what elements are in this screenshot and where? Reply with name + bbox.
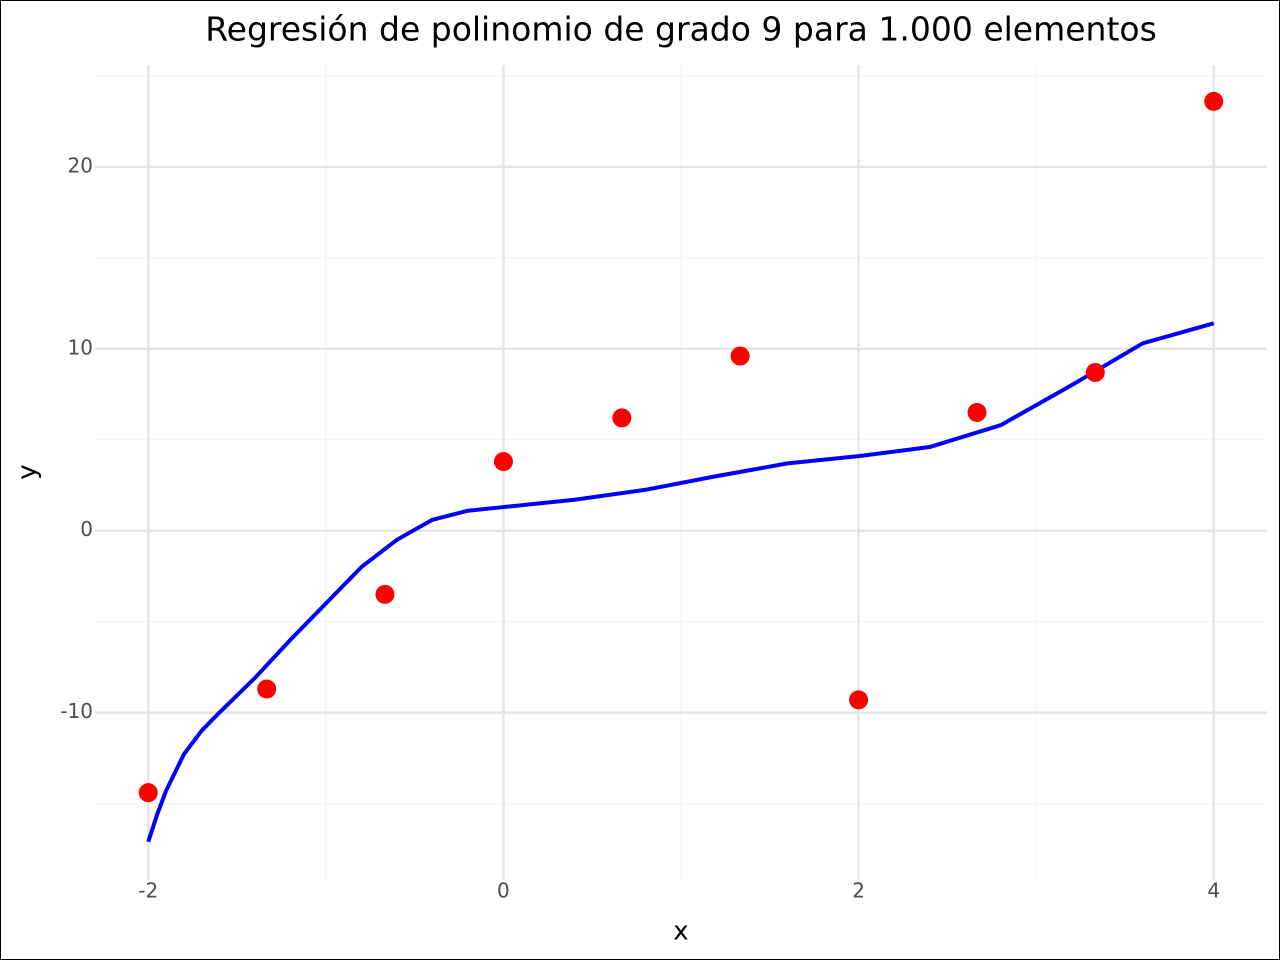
x-tick-label: 2 xyxy=(852,879,865,903)
chart-title: Regresión de polinomio de grado 9 para 1… xyxy=(205,10,1157,49)
data-point xyxy=(138,783,158,803)
x-tick-label: 4 xyxy=(1207,879,1220,903)
y-tick-label: -10 xyxy=(60,699,93,723)
data-point xyxy=(849,690,869,710)
data-point xyxy=(493,452,513,472)
data-point xyxy=(967,402,987,422)
data-point xyxy=(257,679,277,699)
x-tick-label: 0 xyxy=(497,879,510,903)
marks xyxy=(138,91,1224,843)
x-axis-label: x xyxy=(673,917,688,947)
y-axis-label: y xyxy=(13,464,43,479)
y-tick-label: 10 xyxy=(68,335,93,359)
data-point xyxy=(730,346,750,366)
y-tick-label: 0 xyxy=(80,517,93,541)
x-tick-label: -2 xyxy=(138,879,158,903)
data-point xyxy=(612,408,632,428)
y-tick-label: 20 xyxy=(68,153,93,177)
grid xyxy=(95,65,1267,880)
data-point xyxy=(375,584,395,604)
fit-curve xyxy=(146,321,1215,843)
data-point xyxy=(1085,362,1105,382)
data-point xyxy=(1204,91,1224,111)
